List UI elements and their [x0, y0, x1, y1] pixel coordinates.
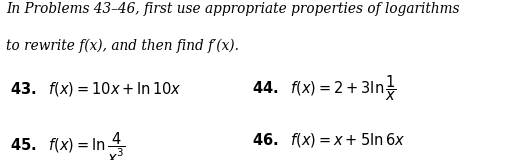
Text: to rewrite f(x), and then find f′(x).: to rewrite f(x), and then find f′(x).	[6, 38, 239, 53]
Text: $\mathbf{45.}\ \ f(x) = \ln\dfrac{4}{x^3}$: $\mathbf{45.}\ \ f(x) = \ln\dfrac{4}{x^3…	[10, 131, 126, 160]
Text: $\mathbf{46.}\ \ f(x) = x + 5\ln 6x$: $\mathbf{46.}\ \ f(x) = x + 5\ln 6x$	[252, 131, 405, 149]
Text: In Problems 43–46, first use appropriate properties of logarithms: In Problems 43–46, first use appropriate…	[6, 2, 460, 16]
Text: $\mathbf{43.}\ \ f(x) = 10x + \ln 10x$: $\mathbf{43.}\ \ f(x) = 10x + \ln 10x$	[10, 80, 182, 98]
Text: $\mathbf{44.}\ \ f(x) = 2 + 3\ln\dfrac{1}{x}$: $\mathbf{44.}\ \ f(x) = 2 + 3\ln\dfrac{1…	[252, 74, 398, 103]
